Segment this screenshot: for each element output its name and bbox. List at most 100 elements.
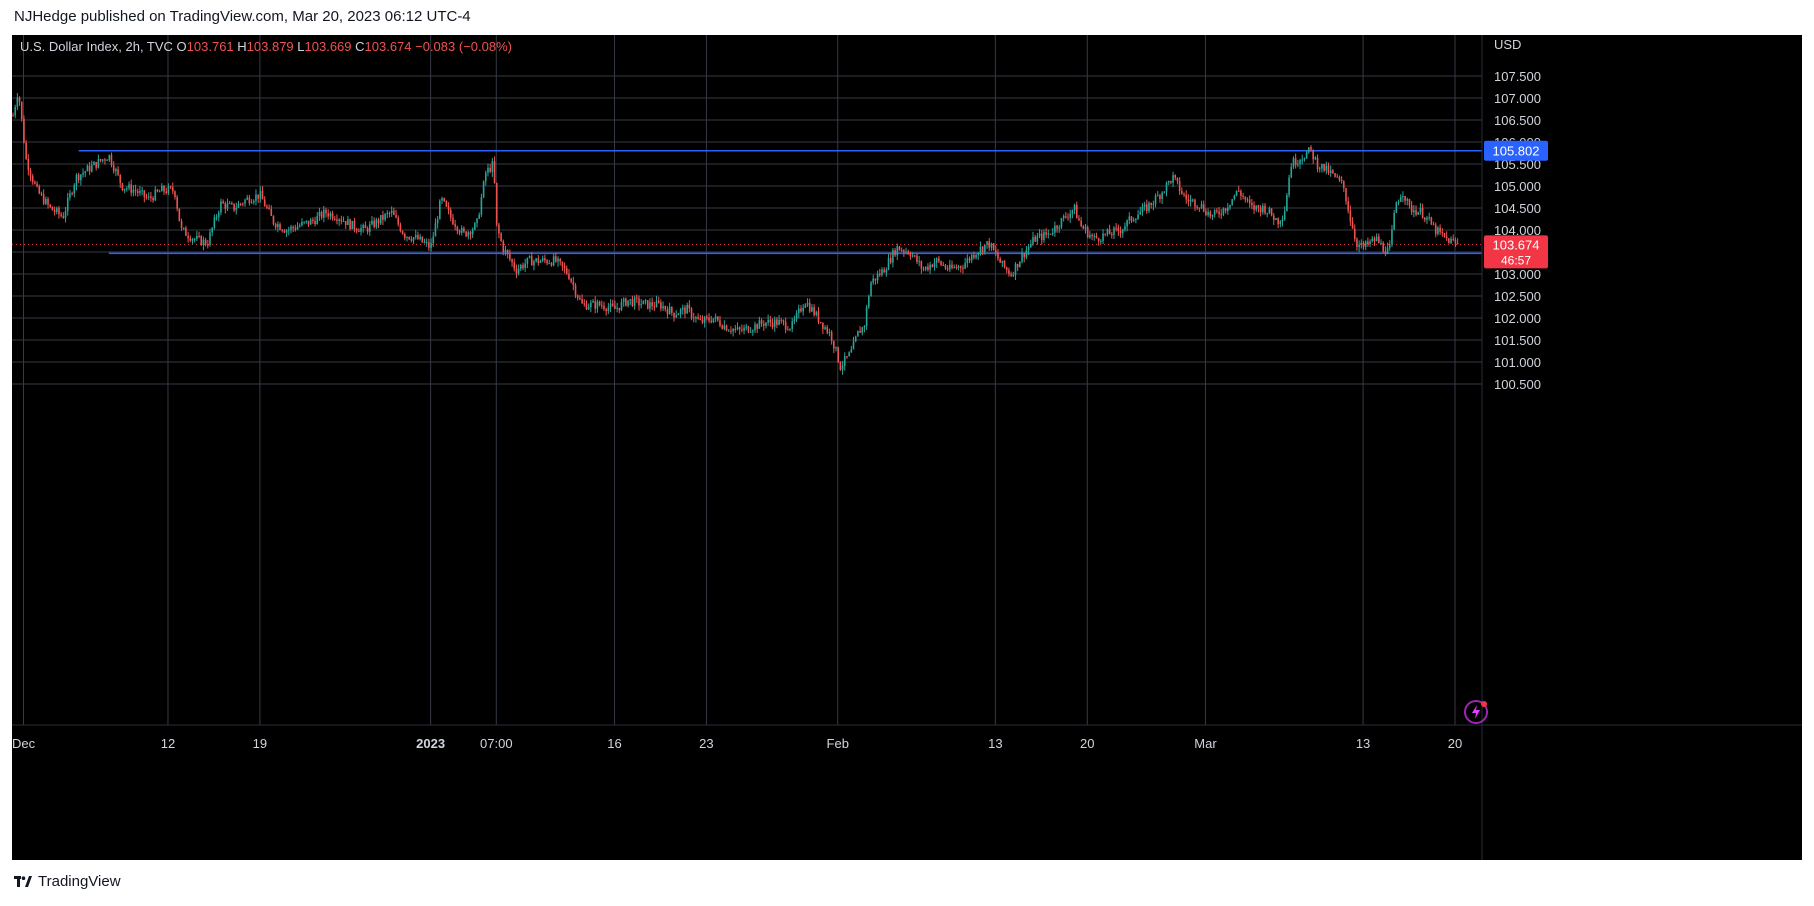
candle-body [53,210,56,213]
level-price-label-bg [1484,140,1548,161]
candle-body [1321,163,1323,169]
candle-body [773,319,776,328]
candle-body [106,159,108,161]
candle-body [822,322,824,329]
candle-body [677,313,680,316]
candle-body [1325,165,1328,171]
candle-body [1248,199,1251,204]
y-tick-label: 100.500 [1494,377,1541,392]
price-chart[interactable]: 107.500107.000106.500106.000105.500105.0… [12,35,1802,860]
candle-body [73,185,76,194]
candle-body [916,255,918,262]
candle-body [474,223,476,230]
candle-body [679,309,682,314]
candle-body [1073,204,1076,210]
lightning-icon[interactable] [1464,700,1488,724]
candle-body [443,198,445,202]
candle-body [1152,203,1155,205]
candle-body [69,193,71,198]
candle-body [708,317,710,321]
candle-body [176,197,178,209]
candle-body [537,258,540,263]
candle-body [1034,236,1036,242]
candle-body [725,325,728,331]
candle-body [933,262,936,267]
candle-body [1205,211,1207,216]
candle-body [329,213,332,217]
candle-body [997,253,999,259]
candle-body [712,318,715,323]
candle-body [767,319,769,323]
chart-panel[interactable]: 107.500107.000106.500106.000105.500105.0… [12,35,1802,860]
candle-body [666,309,669,315]
candle-body [526,257,529,264]
candle-body [979,246,982,253]
candle-body [1213,210,1216,215]
candle-body [861,327,864,333]
candle-body [1454,240,1457,243]
candle-body [187,235,189,239]
candle-body [638,298,640,306]
candle-body [990,243,993,248]
candle-body [158,191,161,193]
candle-body [894,250,896,256]
candle-body [1386,247,1389,254]
candle-body [944,265,947,269]
candle-body [1266,212,1268,214]
candle-body [95,161,97,168]
candle-body [390,210,393,213]
candle-body [736,327,739,330]
candle-body [136,191,139,193]
candle-body [323,209,325,218]
candle-body [128,184,130,189]
candle-body [769,319,772,323]
candle-body [1244,196,1247,200]
candle-body [1216,210,1218,212]
candle-body [233,203,235,211]
candle-body [668,307,671,315]
candle-body [533,261,535,266]
candle-body [198,235,200,237]
candle-body [1139,211,1142,215]
candle-body [1117,227,1120,232]
candle-body [1080,220,1082,227]
candle-body [80,174,82,181]
candle-body [931,264,934,267]
candle-body [228,203,231,205]
candle-body [1060,218,1063,228]
candle-body [585,303,588,310]
candle-body [117,169,119,175]
candle-body [171,187,174,192]
candle-body [395,214,397,218]
candle-body [1095,235,1098,239]
candle-body [226,203,229,209]
candle-body [1292,158,1295,167]
candle-body [434,223,437,237]
candle-body [255,194,257,201]
candle-body [1130,216,1133,221]
candle-body [217,212,220,218]
candle-body [1058,227,1061,229]
candle-body [574,285,577,296]
candle-body [892,250,894,263]
candle-body [657,300,660,303]
candle-body [649,302,651,309]
x-tick-label: 13 [988,736,1002,751]
candle-body [1299,160,1301,164]
candle-body [1360,242,1363,245]
candle-body [1030,244,1032,248]
level-price-label: 105.802 [1493,144,1540,159]
candle-body [60,214,62,217]
candle-body [14,107,16,116]
candle-body [1174,175,1177,178]
candle-body [491,161,494,172]
candle-body [596,301,599,309]
candle-body [495,182,498,225]
candle-body [290,226,292,230]
candle-body [727,330,730,332]
candle-body [1375,236,1378,242]
tradingview-footer[interactable]: TradingView [14,873,121,890]
candle-body [62,216,65,219]
candle-body [938,258,940,262]
candle-body [432,236,435,244]
